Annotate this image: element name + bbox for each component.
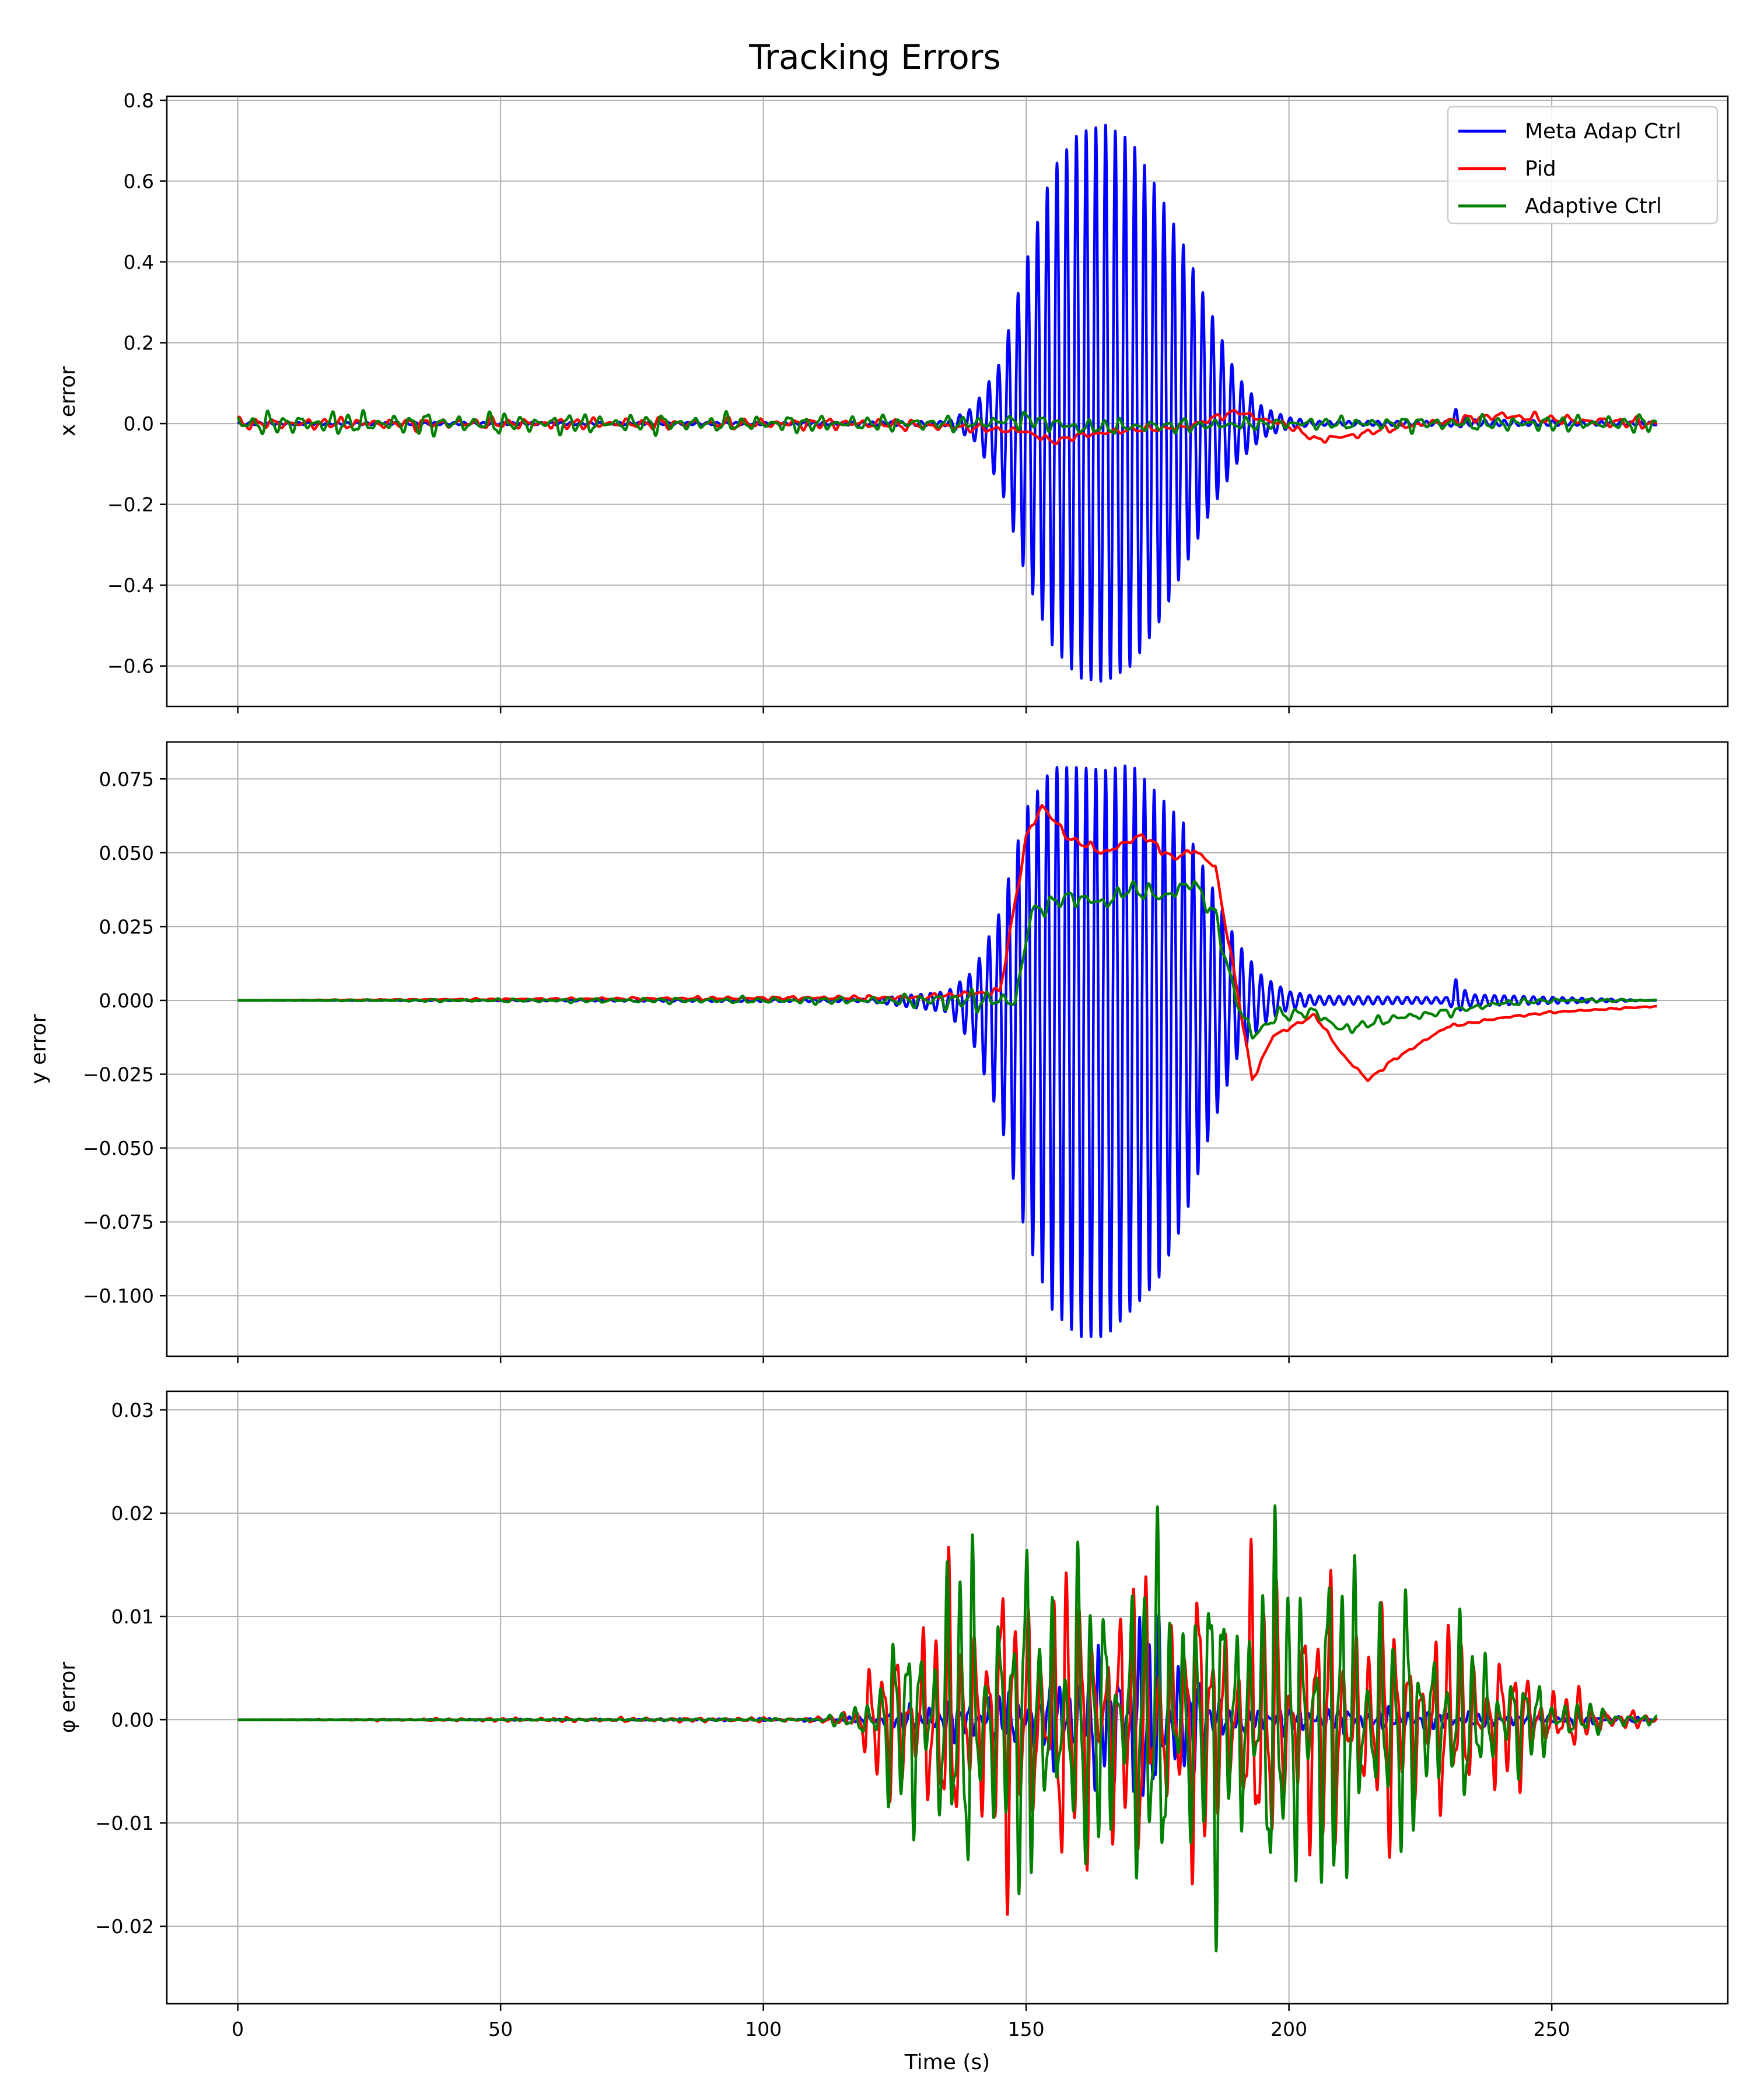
axes-frame — [166, 741, 1729, 1357]
x-tick-label: 0 — [232, 2018, 244, 2041]
panel-x-error: −0.6 −0.4 −0.2 0.0 0.2 0.4 0.6 0.8 x error Meta A… — [56, 89, 1729, 713]
legend-box — [1447, 106, 1718, 225]
y-tick-label: −0.02 — [95, 1915, 154, 1938]
x-tick-label: 250 — [1534, 2018, 1570, 2041]
panel-y-error: −0.100 −0.075 −0.050 −0.025 0.000 0.025 0.050 0… — [27, 741, 1729, 1363]
y-axis-label: φ error — [56, 1662, 80, 1734]
y-tick-label: 0.050 — [99, 842, 154, 864]
y-tick-label: 0.0 — [124, 412, 154, 435]
y-tick-label: −0.6 — [107, 655, 154, 678]
y-tick-label: 0.000 — [99, 989, 154, 1012]
axes-frame — [166, 1390, 1729, 2005]
y-tick-label: 0.025 — [99, 915, 154, 938]
y-tick-label: 0.00 — [111, 1709, 154, 1731]
y-tick-label: −0.100 — [83, 1284, 154, 1307]
y-axis-label: x error — [56, 366, 80, 436]
x-tick-label: 50 — [488, 2018, 513, 2041]
y-tick-label: 0.6 — [124, 170, 154, 192]
y-tick-label: −0.025 — [83, 1063, 154, 1086]
legend-label: Pid — [1525, 157, 1556, 181]
x-tick-label: 100 — [745, 2018, 782, 2041]
legend: Meta Adap Ctrl Pid Adaptive Ctrl — [1447, 106, 1718, 225]
axes-root: −0.6 −0.4 −0.2 0.0 0.2 0.4 0.6 0.8 x error Meta A… — [27, 89, 1729, 2074]
y-tick-label: 0.2 — [124, 332, 154, 355]
x-tick-label: 150 — [1008, 2018, 1045, 2041]
series-line-adaptive — [236, 1504, 1658, 1952]
x-axis-label: Time (s) — [904, 2050, 990, 2074]
legend-label: Meta Adap Ctrl — [1525, 120, 1681, 144]
y-tick-label: 0.02 — [111, 1502, 154, 1525]
axes-frame — [166, 95, 1729, 708]
series-group — [236, 764, 1658, 1338]
series-line-adaptive — [236, 409, 1658, 438]
y-tick-label: 0.4 — [124, 251, 154, 274]
panel-phi-error: 0 50 100 150 200 250 −0.02 −0.01 0.00 0.01 0.02 0.0… — [56, 1390, 1729, 2074]
legend-label: Adaptive Ctrl — [1525, 194, 1662, 218]
y-tick-label: −0.050 — [83, 1137, 154, 1160]
y-tick-label: 0.8 — [124, 89, 154, 112]
y-tick-label: −0.075 — [83, 1211, 154, 1234]
y-tick-label: 0.01 — [111, 1605, 154, 1628]
y-axis-label: y error — [27, 1014, 51, 1084]
series-group — [236, 1504, 1658, 1952]
y-tick-label: −0.01 — [95, 1812, 154, 1835]
series-line-adaptive — [236, 880, 1658, 1040]
figure-title: Tracking Errors — [748, 37, 1001, 77]
y-tick-label: 0.03 — [111, 1399, 154, 1422]
y-tick-label: −0.4 — [107, 574, 154, 597]
series-group — [236, 124, 1658, 683]
y-tick-label: 0.075 — [99, 768, 154, 790]
x-tick-label: 200 — [1270, 2018, 1307, 2041]
series-line-pid — [236, 804, 1658, 1083]
y-tick-label: −0.2 — [107, 494, 154, 516]
